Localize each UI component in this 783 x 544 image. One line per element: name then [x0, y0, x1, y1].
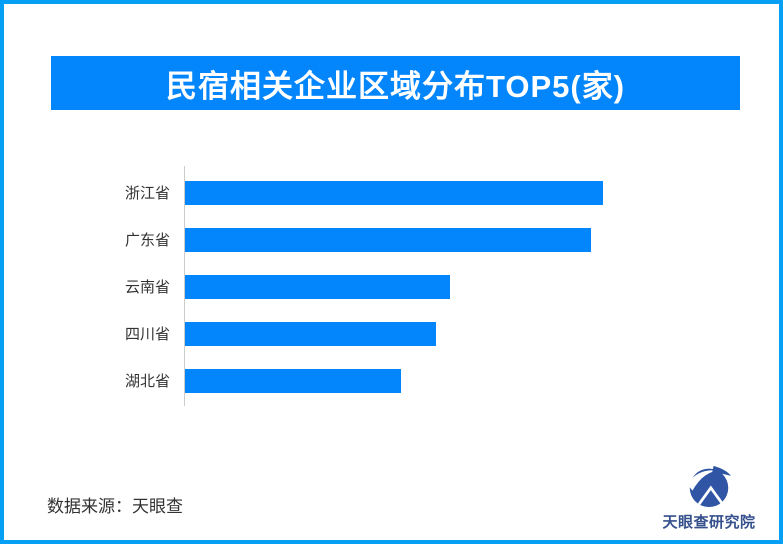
tianyancha-eye-icon	[687, 465, 731, 508]
brand-logo: 天眼查研究院	[654, 464, 764, 532]
bar	[185, 180, 603, 205]
chart-title: 民宿相关企业区域分布TOP5(家)	[165, 68, 626, 104]
category-label: 广东省	[124, 232, 170, 249]
y-axis-line	[184, 166, 185, 406]
bar-chart: 浙江省广东省云南省四川省湖北省	[34, 166, 754, 407]
bar-row: 浙江省	[34, 169, 754, 216]
category-label: 浙江省	[124, 185, 170, 202]
brand-name: 天眼查研究院	[662, 514, 756, 531]
bar-row: 四川省	[34, 310, 754, 357]
bar	[185, 321, 436, 346]
bar	[185, 274, 450, 299]
bar	[185, 368, 401, 393]
bar-rows: 浙江省广东省云南省四川省湖北省	[34, 169, 754, 404]
category-label: 四川省	[124, 326, 170, 343]
bar-row: 广东省	[34, 216, 754, 263]
title-banner: 民宿相关企业区域分布TOP5(家)	[51, 56, 740, 110]
data-source-label: 数据来源：天眼查	[47, 497, 183, 516]
category-label: 湖北省	[124, 373, 170, 390]
category-label: 云南省	[124, 279, 170, 296]
bar	[185, 227, 591, 252]
bar-row: 湖北省	[34, 357, 754, 404]
bar-row: 云南省	[34, 263, 754, 310]
